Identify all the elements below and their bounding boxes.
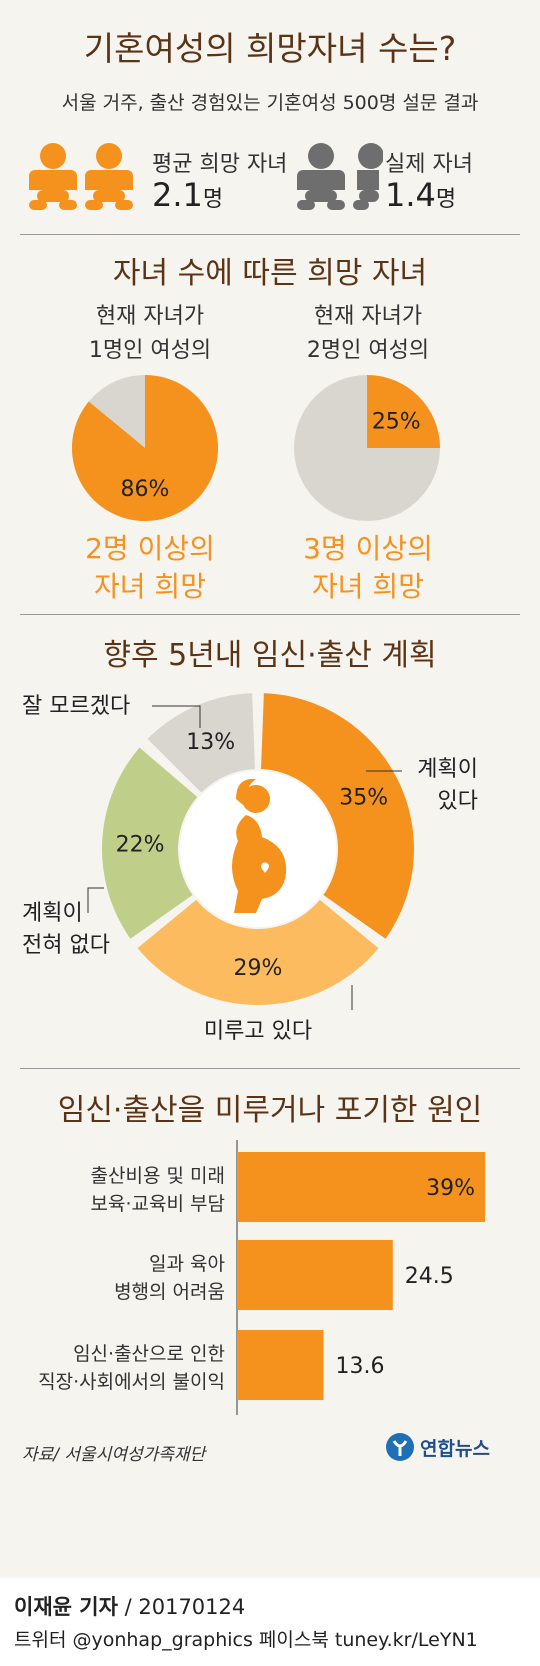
bar-value-label-1: 39% — [426, 1176, 475, 1201]
publish-date: / 20170124 — [124, 1595, 246, 1619]
hope-value-number: 2.1 — [152, 176, 203, 214]
bar-1 — [237, 1152, 485, 1222]
donut-category-label-3: 전혀 없다 — [22, 933, 110, 958]
divider-3 — [20, 1068, 520, 1069]
donut-callout-line-4 — [152, 705, 201, 728]
donut-slice-2 — [137, 899, 379, 1005]
pregnant-woman-icon — [232, 778, 287, 913]
left-pie-result-line2: 자녀 희망 — [94, 570, 206, 603]
divider-1 — [20, 234, 520, 235]
right-pie-result-line1: 3명 이상의 — [303, 532, 433, 565]
right-pie-caption-line2: 2명인 여성의 — [306, 338, 430, 363]
donut-value-label-4: 13% — [186, 730, 235, 755]
section2-title: 향후 5년내 임신·출산 계획 — [103, 638, 437, 673]
actual-children-value: 1.4명 — [385, 176, 456, 214]
section1-title: 자녀 수에 따른 희망 자녀 — [112, 256, 428, 291]
donut-category-label-3: 계획이 — [22, 901, 83, 926]
hope-value-unit: 명 — [202, 187, 224, 212]
orange-baby-icons — [29, 143, 133, 210]
bar-category-label-3: 직장·사회에서의 불이익 — [38, 1371, 225, 1393]
donut-category-label-1: 있다 — [438, 789, 478, 814]
left-pie-caption: 현재 자녀가 1명인 여성의 — [40, 300, 260, 368]
page-title: 기혼여성의 희망자녀 수는? — [83, 29, 457, 68]
divider-2 — [20, 614, 520, 615]
reporter-line: 이재윤 기자 / 20170124 — [14, 1591, 245, 1621]
left-pie-caption-line2: 1명인 여성의 — [88, 338, 212, 363]
pie-two-children-value-label: 25% — [372, 410, 421, 435]
right-pie-caption-line1: 현재 자녀가 — [313, 304, 423, 329]
social-links: 트위터 @yonhap_graphics 페이스북 tuney.kr/LeYN1 — [14, 1629, 478, 1651]
brand-name: 연합뉴스 — [420, 1437, 490, 1460]
bar-2 — [237, 1240, 393, 1310]
bar-category-label-2: 일과 육아 — [149, 1253, 225, 1275]
actual-value-unit: 명 — [435, 187, 457, 212]
bar-category-label-2: 병행의 어려움 — [114, 1281, 225, 1303]
donut-value-label-3: 22% — [116, 832, 165, 857]
yonhap-logo-icon — [386, 1433, 414, 1461]
source-note: 자료/ 서울시여성가족재단 — [22, 1445, 206, 1465]
donut-slice-1 — [261, 693, 414, 939]
donut-callout-line-3 — [87, 887, 104, 913]
hope-children-label: 평균 희망 자녀 — [152, 152, 288, 177]
page-subtitle: 서울 거주, 출산 경험있는 기혼여성 500명 설문 결과 — [61, 92, 479, 114]
bar-value-label-2: 24.5 — [405, 1264, 454, 1289]
donut-value-label-2: 29% — [234, 956, 283, 981]
left-pie-result-line1: 2명 이상의 — [85, 532, 215, 565]
bar-3 — [237, 1330, 324, 1400]
right-pie-caption: 현재 자녀가 2명인 여성의 — [258, 300, 478, 368]
infographic-card: 기혼여성의 희망자녀 수는? 서울 거주, 출산 경험있는 기혼여성 500명 … — [0, 0, 540, 1578]
hope-children-value: 2.1명 — [152, 176, 223, 214]
right-pie-result: 3명 이상의 자녀 희망 — [258, 530, 478, 606]
pie-two-children-main-slice — [367, 375, 440, 448]
right-pie-result-line2: 자녀 희망 — [312, 570, 424, 603]
reporter-name: 이재윤 기자 — [14, 1595, 118, 1619]
left-pie-caption-line1: 현재 자녀가 — [95, 304, 205, 329]
brand-logo: 연합뉴스 — [385, 1432, 490, 1462]
bar-value-label-3: 13.6 — [335, 1354, 384, 1379]
donut-value-label-1: 35% — [339, 786, 388, 811]
bar-category-label-1: 출산비용 및 미래 — [91, 1165, 225, 1187]
donut-category-label-1: 계획이 — [417, 757, 478, 782]
donut-slice-3 — [102, 747, 198, 939]
bar-category-label-1: 보육·교육비 부담 — [91, 1193, 225, 1215]
actual-value-number: 1.4 — [385, 176, 436, 214]
donut-slice-4 — [147, 693, 255, 793]
actual-children-label: 실제 자녀 — [385, 152, 473, 177]
left-pie-result: 2명 이상의 자녀 희망 — [40, 530, 260, 606]
pie-one-child-value-label: 86% — [121, 477, 170, 502]
bar-category-label-3: 임신·출산으로 인한 — [73, 1343, 225, 1365]
section3-title: 임신·출산을 미루거나 포기한 원인 — [57, 1093, 483, 1128]
donut-category-label-4: 잘 모르겠다 — [22, 694, 130, 719]
pie-chart-two-children: 25% — [294, 375, 440, 521]
pie-chart-one-child: 86% — [71, 375, 218, 521]
grey-baby-icons — [297, 143, 383, 210]
pie-one-child-main-slice — [71, 375, 218, 521]
donut-category-label-2: 미루고 있다 — [204, 1019, 312, 1044]
